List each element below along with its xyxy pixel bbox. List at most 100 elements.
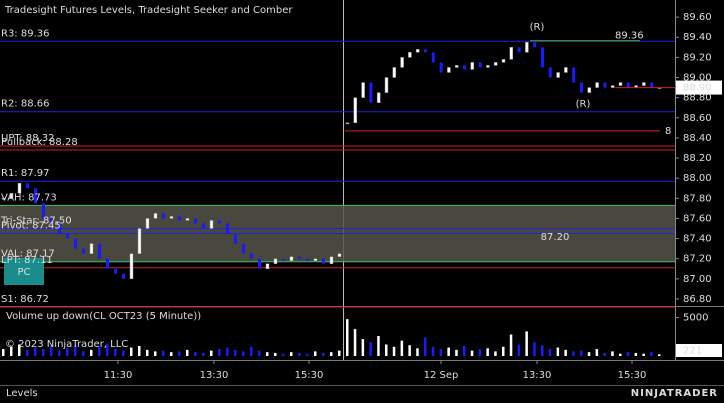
candle bbox=[129, 253, 134, 280]
y-tick-label: 89.20 bbox=[683, 52, 712, 63]
y-tick-label: 5000 bbox=[683, 313, 708, 324]
reversal-label: (R) bbox=[530, 22, 545, 33]
candle bbox=[9, 193, 14, 199]
volume-bar bbox=[186, 349, 189, 356]
candle bbox=[282, 258, 285, 261]
candle bbox=[329, 256, 334, 264]
volume-bar bbox=[564, 349, 567, 356]
candle bbox=[501, 59, 506, 63]
volume-bar bbox=[194, 352, 197, 356]
candle bbox=[185, 218, 190, 221]
candle bbox=[337, 253, 342, 257]
volume-bar bbox=[18, 344, 21, 356]
volume-bar bbox=[392, 346, 396, 356]
volume-bar bbox=[377, 336, 380, 356]
candle bbox=[580, 82, 583, 93]
volume-bar bbox=[322, 352, 325, 356]
x-tick-label: 13:30 bbox=[523, 370, 552, 381]
candle bbox=[618, 82, 623, 86]
volume-bar bbox=[533, 342, 536, 356]
volume-bar bbox=[400, 340, 404, 356]
candle bbox=[289, 256, 294, 261]
volume-bar bbox=[162, 350, 165, 356]
candle bbox=[106, 258, 109, 269]
level-label: R3: 89.36 bbox=[1, 28, 50, 39]
volume-bar bbox=[146, 349, 149, 356]
volume-bar bbox=[431, 346, 435, 356]
y-tick-label: 87.80 bbox=[683, 193, 712, 204]
candle bbox=[153, 213, 158, 219]
candle bbox=[493, 62, 498, 66]
volume-bar bbox=[650, 352, 653, 356]
volume-bar bbox=[634, 352, 638, 356]
y-tick-label: 87.60 bbox=[683, 213, 712, 224]
candle bbox=[408, 52, 412, 58]
volume-bar bbox=[90, 349, 93, 356]
volume-bar bbox=[502, 346, 505, 356]
volume-bar bbox=[353, 329, 357, 356]
candle bbox=[431, 52, 435, 63]
level-label: VAL: 87.17 bbox=[1, 249, 55, 260]
tab-label[interactable]: Levels bbox=[6, 388, 38, 399]
candle bbox=[595, 82, 599, 88]
volume-bar bbox=[10, 346, 13, 356]
candle bbox=[486, 65, 490, 68]
last-price-label: 88.90 bbox=[683, 83, 712, 94]
volume-bar bbox=[130, 347, 133, 356]
level-label: 8 bbox=[665, 126, 671, 137]
volume-bar bbox=[34, 347, 37, 356]
volume-bar bbox=[580, 350, 583, 356]
volume-bar bbox=[58, 350, 61, 356]
volume-bar bbox=[202, 352, 205, 356]
y-tick-label: 87.40 bbox=[683, 234, 712, 245]
candle bbox=[17, 182, 22, 194]
button-label[interactable]: PC bbox=[17, 267, 30, 278]
volume-bar bbox=[369, 342, 372, 356]
volume-bar bbox=[258, 350, 261, 356]
volume-bar bbox=[314, 351, 317, 356]
volume-title: Volume up down(CL OCT23 (5 Minute)) bbox=[6, 311, 201, 322]
x-tick-label: 15:30 bbox=[618, 370, 647, 381]
candle bbox=[82, 248, 85, 254]
volume-bar bbox=[170, 352, 173, 356]
candle bbox=[313, 258, 318, 261]
volume-bar bbox=[385, 344, 388, 356]
button[interactable] bbox=[4, 258, 44, 285]
candle bbox=[226, 223, 229, 234]
volume-bar bbox=[274, 352, 277, 356]
y-tick-label: 89.60 bbox=[683, 12, 712, 23]
y-tick-label: 89.00 bbox=[683, 73, 712, 84]
volume-bar bbox=[306, 353, 309, 356]
volume-bar bbox=[178, 351, 181, 356]
volume-bar bbox=[82, 351, 85, 356]
y-tick-label: 87.00 bbox=[683, 274, 712, 285]
volume-bar bbox=[330, 352, 333, 356]
candle bbox=[265, 263, 270, 270]
candle bbox=[533, 42, 537, 48]
candle bbox=[298, 256, 301, 259]
volume-bar bbox=[138, 346, 141, 356]
candle bbox=[89, 243, 94, 254]
candle bbox=[345, 122, 350, 125]
y-tick-label: 88.80 bbox=[683, 93, 712, 104]
candle bbox=[322, 258, 325, 264]
candle bbox=[610, 85, 615, 88]
level-label: Tri-Star: 87.50 bbox=[0, 215, 72, 226]
candle bbox=[392, 67, 397, 78]
volume-bar bbox=[424, 337, 427, 356]
levels bbox=[0, 40, 675, 308]
volume-bar bbox=[595, 349, 599, 356]
volume-bar bbox=[439, 349, 443, 356]
candle bbox=[42, 203, 45, 219]
volume-bar bbox=[572, 351, 575, 356]
volume-bar bbox=[603, 352, 606, 356]
volume-bar bbox=[658, 354, 661, 356]
x-tick-label: 11:30 bbox=[104, 370, 133, 381]
volume-bar bbox=[619, 353, 622, 356]
candle bbox=[424, 49, 427, 53]
level-label: LPT: 87.11 bbox=[1, 255, 53, 266]
volume-bar bbox=[556, 347, 560, 356]
candle bbox=[34, 188, 37, 204]
volume-bar bbox=[587, 352, 591, 356]
